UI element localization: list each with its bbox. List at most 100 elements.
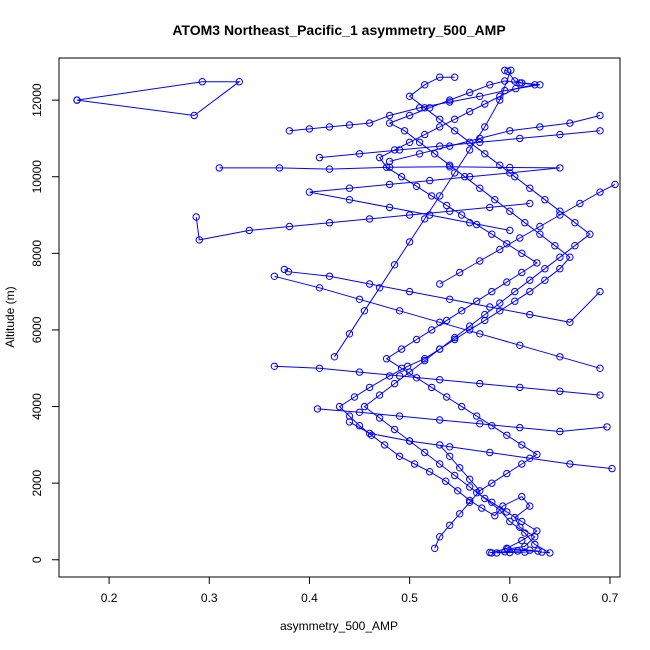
data-point (426, 468, 434, 476)
data-point (466, 326, 474, 334)
data-point (415, 104, 424, 112)
data-point (315, 284, 324, 292)
data-point (395, 452, 404, 460)
data-point (305, 188, 314, 196)
series-line-8 (274, 275, 601, 369)
data-point (526, 199, 534, 208)
data-point (516, 234, 524, 242)
data-point (488, 230, 496, 238)
data-point (395, 412, 404, 420)
y-tick-label: 12000 (30, 83, 44, 117)
data-point (566, 119, 574, 127)
data-point (501, 77, 509, 85)
data-point (503, 508, 511, 516)
data-point (596, 188, 604, 196)
data-point (533, 450, 541, 459)
data-point (215, 164, 224, 172)
data-point (488, 479, 496, 487)
data-point (390, 425, 399, 434)
data-point (466, 496, 474, 505)
data-point (345, 121, 354, 129)
data-point (443, 316, 451, 325)
chart-title: ATOM3 Northeast_Pacific_1 asymmetry_500_… (172, 22, 505, 38)
data-point (466, 138, 474, 147)
data-point (526, 546, 534, 554)
data-point (385, 119, 394, 127)
data-point (493, 549, 501, 557)
data-point (365, 119, 374, 127)
data-point (481, 150, 489, 158)
data-point (518, 536, 526, 545)
data-point (375, 153, 384, 162)
data-point (536, 230, 544, 238)
data-point (534, 547, 542, 555)
data-point (415, 138, 424, 147)
data-point (436, 460, 444, 468)
data-point (476, 138, 484, 147)
data-point (442, 477, 450, 485)
data-point (458, 307, 466, 315)
data-point (571, 242, 579, 250)
data-point (428, 192, 436, 200)
data-point (466, 322, 474, 330)
data-point (385, 203, 394, 212)
data-point (345, 330, 354, 338)
data-point (556, 130, 564, 139)
data-point (195, 236, 204, 244)
data-point (596, 111, 604, 120)
data-point (496, 245, 504, 254)
data-point (516, 341, 524, 349)
data-point (486, 203, 494, 212)
data-point (380, 441, 389, 449)
data-point (488, 498, 496, 506)
data-point (516, 383, 524, 392)
data-point (315, 364, 324, 372)
data-point (481, 123, 489, 131)
data-point (506, 517, 514, 526)
series-line-6 (195, 203, 530, 241)
data-point (556, 253, 564, 261)
data-point (415, 150, 424, 158)
series-line-15 (389, 115, 601, 162)
data-point (571, 219, 579, 227)
data-point (536, 81, 544, 89)
data-point (385, 111, 394, 120)
data-point (526, 184, 534, 192)
data-point (405, 138, 414, 147)
data-point (385, 163, 394, 171)
data-point (596, 391, 604, 399)
series-line-12 (334, 70, 512, 358)
data-point (421, 448, 429, 457)
data-point (506, 207, 514, 215)
data-point (436, 416, 444, 424)
data-point (436, 345, 444, 353)
data-point (390, 261, 399, 269)
data-point (526, 276, 534, 284)
data-point (360, 307, 369, 315)
data-point (390, 379, 399, 388)
data-point (511, 173, 519, 181)
data-point (551, 242, 559, 250)
data-point (536, 222, 544, 231)
data-point (367, 431, 376, 439)
data-point (436, 280, 444, 288)
series-line-4 (76, 81, 241, 117)
data-point (198, 78, 207, 86)
data-point (538, 548, 546, 556)
data-point (305, 125, 314, 133)
data-point (315, 153, 324, 162)
data-point (335, 402, 344, 411)
data-point (446, 163, 454, 171)
data-point (325, 272, 334, 280)
data-point (458, 211, 466, 219)
x-tick-label: 0.5 (401, 591, 418, 605)
data-point (526, 310, 534, 319)
x-tick-label: 0.3 (201, 591, 218, 605)
data-point (503, 469, 511, 478)
data-point (451, 335, 459, 344)
data-point (410, 460, 419, 468)
data-point (496, 92, 504, 101)
data-point (466, 173, 474, 181)
data-point (521, 219, 529, 227)
